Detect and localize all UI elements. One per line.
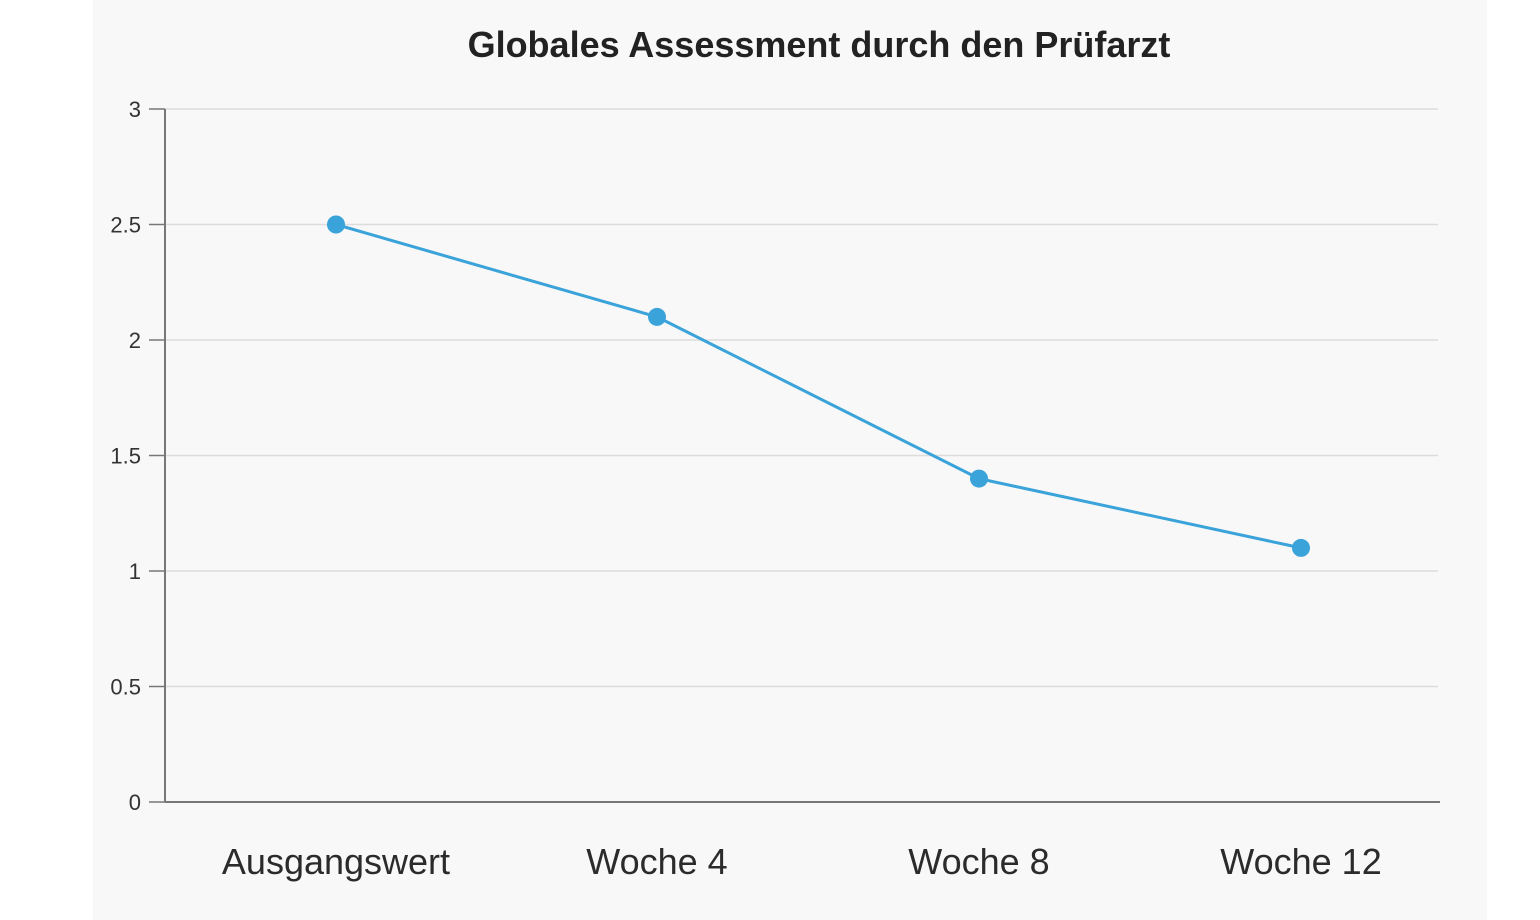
- data-point[interactable]: [1292, 538, 1310, 557]
- grid-lines: [165, 108, 1438, 688]
- y-tick-label: 3: [129, 97, 141, 122]
- y-tick-label: 1.5: [110, 444, 141, 469]
- y-tick-label: 2.5: [110, 213, 141, 238]
- data-point[interactable]: [327, 215, 345, 234]
- series-line: [335, 223, 1302, 550]
- x-category-label: Woche 8: [908, 841, 1049, 882]
- data-point[interactable]: [648, 307, 666, 326]
- x-category-label: Woche 4: [586, 841, 727, 882]
- x-category-label: Ausgangswert: [222, 841, 450, 882]
- chart-panel: [93, 0, 1487, 920]
- x-category-label: Woche 12: [1220, 841, 1381, 882]
- chart-title: Globales Assessment durch den Prüfarzt: [467, 24, 1171, 65]
- y-tick-labels: 0 0.5 1 1.5 2 2.5 3: [110, 97, 141, 815]
- x-category-labels: Ausgangswert Woche 4 Woche 8 Woche 12: [222, 841, 1382, 882]
- y-tick-label: 0: [129, 790, 141, 815]
- y-tick-label: 2: [129, 328, 141, 353]
- y-tick-label: 1: [129, 559, 141, 584]
- axes: [149, 108, 1440, 803]
- series-layer: [327, 215, 1310, 557]
- y-tick-label: 0.5: [110, 675, 141, 700]
- data-point[interactable]: [970, 469, 988, 488]
